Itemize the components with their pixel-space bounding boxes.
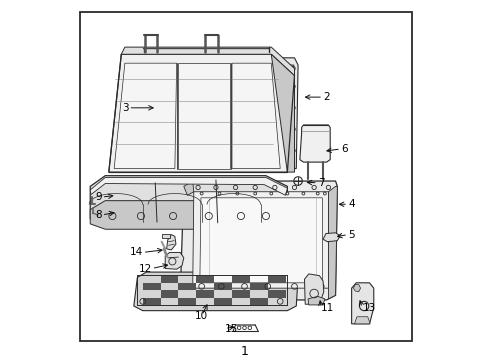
Polygon shape <box>108 54 294 172</box>
Text: 7: 7 <box>317 178 324 188</box>
Polygon shape <box>121 47 294 76</box>
Polygon shape <box>192 192 328 288</box>
Bar <box>214 283 231 290</box>
Polygon shape <box>353 285 360 292</box>
Polygon shape <box>304 274 323 304</box>
Polygon shape <box>271 54 294 172</box>
Polygon shape <box>183 181 193 195</box>
Text: 10: 10 <box>195 311 208 321</box>
Polygon shape <box>307 296 324 305</box>
Polygon shape <box>264 65 293 158</box>
Polygon shape <box>114 63 176 168</box>
Bar <box>267 290 285 298</box>
Polygon shape <box>200 198 322 283</box>
Polygon shape <box>299 125 329 162</box>
Bar <box>142 298 160 305</box>
Polygon shape <box>351 283 373 324</box>
Text: 3: 3 <box>122 103 128 113</box>
Polygon shape <box>354 317 369 324</box>
Polygon shape <box>90 201 287 229</box>
Text: 12: 12 <box>138 264 151 274</box>
Text: 4: 4 <box>347 199 354 209</box>
Bar <box>142 283 160 290</box>
Polygon shape <box>178 63 230 168</box>
Polygon shape <box>323 233 340 242</box>
Text: 6: 6 <box>340 144 347 154</box>
Text: 14: 14 <box>129 247 142 257</box>
Text: 15: 15 <box>224 324 238 333</box>
Bar <box>160 290 178 298</box>
Polygon shape <box>90 176 287 224</box>
Text: 5: 5 <box>347 230 354 240</box>
Bar <box>249 283 267 290</box>
Text: 2: 2 <box>323 92 329 102</box>
Bar <box>231 276 249 283</box>
Polygon shape <box>166 235 176 250</box>
Text: 13: 13 <box>362 303 375 313</box>
Bar <box>267 276 285 283</box>
Polygon shape <box>180 181 337 300</box>
Polygon shape <box>231 63 280 168</box>
Polygon shape <box>90 177 287 195</box>
Polygon shape <box>134 272 298 311</box>
Text: 1: 1 <box>240 345 248 358</box>
Bar <box>178 283 196 290</box>
Bar <box>214 298 231 305</box>
Bar <box>231 290 249 298</box>
Text: 8: 8 <box>95 210 102 220</box>
Polygon shape <box>328 186 337 299</box>
Polygon shape <box>258 58 298 168</box>
Polygon shape <box>162 234 169 238</box>
Bar <box>196 276 214 283</box>
Bar <box>249 298 267 305</box>
Bar <box>178 298 196 305</box>
Bar <box>196 290 214 298</box>
Bar <box>160 276 178 283</box>
Text: 11: 11 <box>321 303 334 313</box>
Polygon shape <box>165 252 183 269</box>
Text: 9: 9 <box>95 192 102 202</box>
